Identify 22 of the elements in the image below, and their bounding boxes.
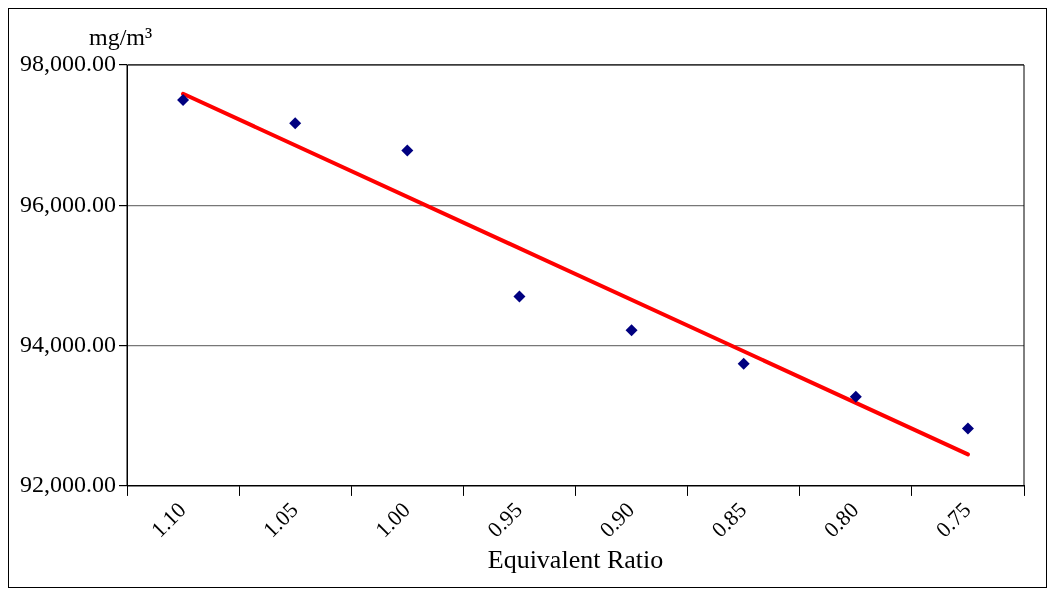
x-tick-label: 0.80 xyxy=(818,497,864,543)
y-tick-label: 96,000.00 xyxy=(20,190,116,217)
y-tick-label: 94,000.00 xyxy=(20,330,116,357)
x-tick-label: 1.00 xyxy=(370,497,415,543)
y-tick-label: 92,000.00 xyxy=(20,471,116,498)
x-tick-label: 0.90 xyxy=(594,497,640,543)
point xyxy=(849,390,862,403)
x-axis-title: Equivalent Ratio xyxy=(487,545,664,575)
x-tick-label: 0.75 xyxy=(930,497,976,543)
point xyxy=(289,117,302,130)
y-tick-label: 98,000.00 xyxy=(20,50,116,77)
x-tick-label: 1.05 xyxy=(257,497,303,543)
point xyxy=(625,324,638,337)
y-axis-title: mg/m³ xyxy=(89,24,153,51)
x-tick-label: 0.85 xyxy=(706,497,752,543)
x-tick-label: 0.95 xyxy=(482,497,528,543)
x-tick-label: 1.10 xyxy=(145,497,191,543)
point xyxy=(961,422,974,435)
point xyxy=(513,290,526,303)
point xyxy=(737,357,750,370)
point xyxy=(177,94,190,107)
point xyxy=(401,144,414,157)
